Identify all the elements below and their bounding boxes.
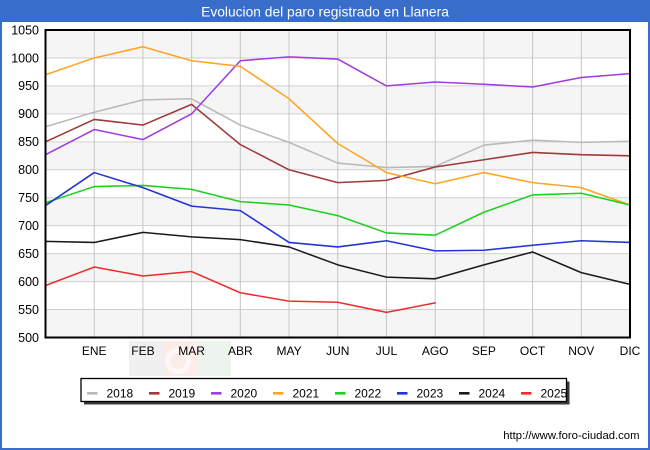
svg-text:http://www.foro-ciudad.com: http://www.foro-ciudad.com xyxy=(503,430,639,442)
svg-text:900: 900 xyxy=(18,107,39,121)
svg-text:FEB: FEB xyxy=(131,344,154,358)
svg-text:2022: 2022 xyxy=(355,386,382,400)
svg-text:550: 550 xyxy=(18,303,39,317)
svg-text:800: 800 xyxy=(18,163,39,177)
svg-text:JUN: JUN xyxy=(326,344,349,358)
svg-text:MAR: MAR xyxy=(178,344,205,358)
svg-text:NOV: NOV xyxy=(568,344,594,358)
svg-text:2018: 2018 xyxy=(107,386,134,400)
svg-text:DIC: DIC xyxy=(620,344,641,358)
svg-text:ENE: ENE xyxy=(82,344,107,358)
svg-text:700: 700 xyxy=(18,219,39,233)
svg-text:Evolucion del paro registrado: Evolucion del paro registrado en Llanera xyxy=(201,4,449,19)
svg-text:500: 500 xyxy=(18,331,39,345)
svg-text:750: 750 xyxy=(18,191,39,205)
svg-text:2020: 2020 xyxy=(231,386,258,400)
svg-text:600: 600 xyxy=(18,275,39,289)
svg-text:1000: 1000 xyxy=(11,51,39,65)
svg-text:2019: 2019 xyxy=(169,386,196,400)
svg-text:850: 850 xyxy=(18,135,39,149)
svg-text:MAY: MAY xyxy=(276,344,301,358)
svg-text:1050: 1050 xyxy=(11,23,39,37)
svg-text:OCT: OCT xyxy=(520,344,546,358)
svg-text:JUL: JUL xyxy=(376,344,398,358)
svg-text:ABR: ABR xyxy=(228,344,253,358)
svg-text:AGO: AGO xyxy=(422,344,449,358)
svg-text:2023: 2023 xyxy=(417,386,444,400)
svg-text:650: 650 xyxy=(18,247,39,261)
svg-text:2025: 2025 xyxy=(541,386,568,400)
svg-text:2021: 2021 xyxy=(293,386,320,400)
svg-text:950: 950 xyxy=(18,79,39,93)
svg-text:2024: 2024 xyxy=(479,386,506,400)
svg-text:SEP: SEP xyxy=(472,344,496,358)
